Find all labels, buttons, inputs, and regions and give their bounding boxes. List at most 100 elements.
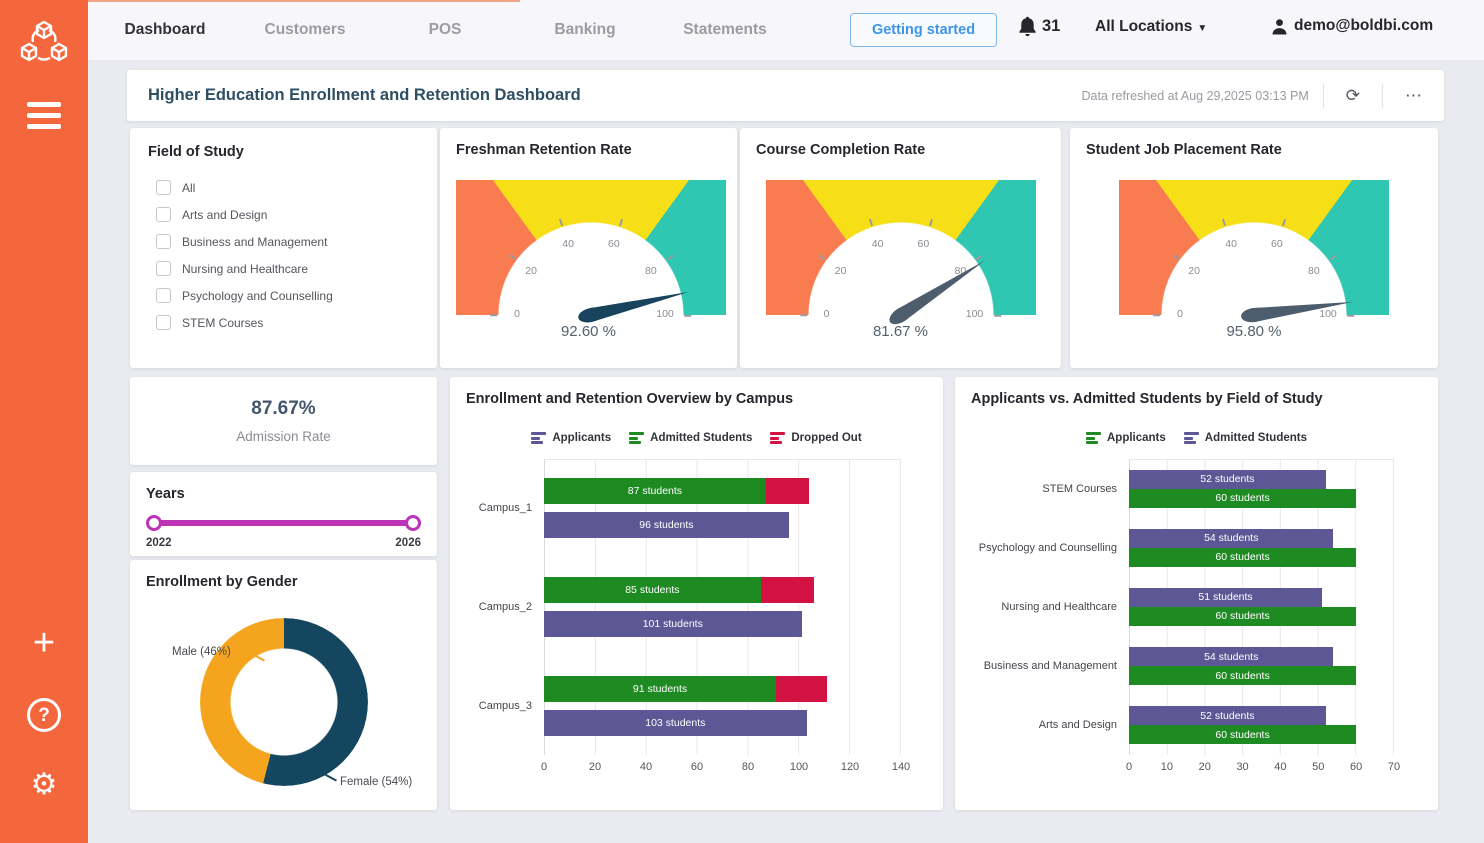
legend-item-applicants[interactable]: Applicants bbox=[1086, 432, 1166, 444]
location-selector[interactable]: All Locations▼ bbox=[1095, 18, 1207, 36]
checkbox[interactable] bbox=[156, 315, 171, 330]
legend-item-admitted-students[interactable]: Admitted Students bbox=[1184, 432, 1307, 444]
bar-admitted-students[interactable]: 52 students bbox=[1129, 470, 1326, 489]
chart-title: Student Job Placement Rate bbox=[1086, 142, 1422, 158]
nav-tab-customers[interactable]: Customers bbox=[235, 0, 375, 60]
slider-title: Years bbox=[146, 486, 421, 502]
checkbox[interactable] bbox=[156, 207, 171, 222]
bar-row: 85 students bbox=[544, 577, 814, 603]
bar-applicants[interactable]: 60 students bbox=[1129, 548, 1356, 567]
gauge-tick bbox=[491, 314, 498, 316]
bar-row: 54 students bbox=[1129, 647, 1333, 666]
bar-value-label: 52 students bbox=[1200, 710, 1254, 722]
bar-admitted-students[interactable]: 51 students bbox=[1129, 588, 1322, 607]
bar-dropped-out[interactable] bbox=[766, 478, 809, 504]
legend-item-dropped-out[interactable]: Dropped Out bbox=[770, 432, 861, 444]
legend-bars-icon bbox=[629, 432, 644, 444]
legend-label: Dropped Out bbox=[791, 432, 861, 444]
nav-tab-pos[interactable]: POS bbox=[375, 0, 515, 60]
bar-applicants[interactable]: 60 students bbox=[1129, 725, 1356, 744]
bar-row: 60 students bbox=[1129, 725, 1356, 744]
bar-admitted-students[interactable]: 85 students bbox=[544, 577, 761, 603]
refresh-icon[interactable]: ⟳ bbox=[1338, 85, 1368, 106]
chart-title: Freshman Retention Rate bbox=[456, 142, 721, 158]
bar-applicants[interactable]: 96 students bbox=[544, 512, 789, 538]
boldbi-logo[interactable] bbox=[0, 16, 88, 73]
checkbox-option-stem-courses[interactable]: STEM Courses bbox=[148, 309, 419, 336]
campus-bar-chart: ApplicantsAdmitted StudentsDropped OutCa… bbox=[466, 429, 927, 775]
slider-track[interactable] bbox=[154, 520, 413, 526]
field-of-study-filter-card: Field of Study AllArts and DesignBusines… bbox=[130, 128, 437, 368]
category-label-arts-and-design: Arts and Design bbox=[971, 696, 1117, 755]
bar-admitted-students[interactable]: 54 students bbox=[1129, 647, 1333, 666]
course-completion-gauge-card: Course Completion Rate 020406080100 81.6… bbox=[740, 128, 1061, 368]
legend-item-applicants[interactable]: Applicants bbox=[531, 432, 611, 444]
add-icon[interactable]: + bbox=[0, 624, 88, 662]
user-email: demo@boldbi.com bbox=[1294, 17, 1433, 35]
bar-row: 60 students bbox=[1129, 489, 1356, 508]
user-menu[interactable]: demo@boldbi.com bbox=[1271, 17, 1433, 35]
bar-value-label: 60 students bbox=[1215, 610, 1269, 622]
gender-donut-chart: Male (46%) Female (54%) bbox=[146, 590, 421, 790]
bar-dropped-out[interactable] bbox=[776, 676, 827, 702]
gauge-tick-label: 20 bbox=[827, 265, 855, 277]
bar-applicants[interactable]: 60 students bbox=[1129, 489, 1356, 508]
bar-admitted-students[interactable]: 87 students bbox=[544, 478, 766, 504]
checkbox-option-all[interactable]: All bbox=[148, 174, 419, 201]
nav-tab-banking[interactable]: Banking bbox=[515, 0, 655, 60]
axis-tick-label: 0 bbox=[541, 761, 547, 773]
donut-ring[interactable] bbox=[200, 618, 368, 786]
nav-tab-dashboard[interactable]: Dashboard bbox=[95, 0, 235, 60]
slider-handle-min[interactable] bbox=[146, 515, 162, 531]
checkbox[interactable] bbox=[156, 180, 171, 195]
axis-tick-label: 120 bbox=[841, 761, 859, 773]
settings-gear-icon[interactable]: ⚙ bbox=[0, 770, 88, 800]
gauge-body: 020406080100 bbox=[456, 180, 726, 315]
bar-admitted-students[interactable]: 52 students bbox=[1129, 706, 1326, 725]
divider bbox=[1323, 84, 1324, 108]
nav-tab-statements[interactable]: Statements bbox=[655, 0, 795, 60]
page: + ? ⚙ DashboardCustomersPOSBankingStatem… bbox=[0, 0, 1484, 843]
checkbox-option-arts-and-design[interactable]: Arts and Design bbox=[148, 201, 419, 228]
bar-row: 52 students bbox=[1129, 470, 1326, 489]
bar-applicants[interactable]: 60 students bbox=[1129, 666, 1356, 685]
bar-admitted-students[interactable]: 54 students bbox=[1129, 529, 1333, 548]
gauge-tick-label: 0 bbox=[503, 308, 531, 320]
legend-item-admitted-students[interactable]: Admitted Students bbox=[629, 432, 752, 444]
bar-applicants[interactable]: 60 students bbox=[1129, 607, 1356, 626]
bar-row: 51 students bbox=[1129, 588, 1322, 607]
axis-tick-label: 70 bbox=[1388, 761, 1400, 773]
checkbox-option-business-and-management[interactable]: Business and Management bbox=[148, 228, 419, 255]
user-icon bbox=[1271, 18, 1288, 35]
axis-tick-label: 40 bbox=[1274, 761, 1286, 773]
gauge-tick-label: 60 bbox=[600, 238, 628, 250]
more-options-icon[interactable]: ⋯ bbox=[1397, 85, 1430, 106]
checkbox[interactable] bbox=[156, 288, 171, 303]
gauge-tick-label: 40 bbox=[1217, 238, 1245, 250]
checkbox[interactable] bbox=[156, 261, 171, 276]
category-label-stem-courses: STEM Courses bbox=[971, 459, 1117, 518]
legend-label: Applicants bbox=[1107, 432, 1166, 444]
legend-bars-icon bbox=[1184, 432, 1199, 444]
notifications-button[interactable]: 31 bbox=[1018, 16, 1060, 37]
help-icon[interactable]: ? bbox=[0, 698, 88, 732]
hamburger-menu-icon[interactable] bbox=[0, 96, 88, 135]
bars-group-psychology-and-counselling: 54 students60 students bbox=[1129, 518, 1394, 577]
checkbox-option-nursing-and-healthcare[interactable]: Nursing and Healthcare bbox=[148, 255, 419, 282]
gauge-course-completion: 020406080100 bbox=[756, 180, 1045, 315]
getting-started-button[interactable]: Getting started bbox=[850, 13, 997, 47]
bars-group-campus-1: 87 students 96 students bbox=[544, 459, 901, 558]
gauge-body: 020406080100 bbox=[1119, 180, 1389, 315]
gauge-tick bbox=[800, 314, 807, 316]
bar-dropped-out[interactable] bbox=[761, 577, 815, 603]
axis-tick-label: 10 bbox=[1161, 761, 1173, 773]
bar-applicants[interactable]: 103 students bbox=[544, 710, 807, 736]
checkbox[interactable] bbox=[156, 234, 171, 249]
slider-handle-max[interactable] bbox=[405, 515, 421, 531]
bar-applicants[interactable]: 101 students bbox=[544, 611, 802, 637]
top-navigation: DashboardCustomersPOSBankingStatements G… bbox=[88, 0, 1484, 60]
app-sidebar: + ? ⚙ bbox=[0, 0, 88, 843]
bar-admitted-students[interactable]: 91 students bbox=[544, 676, 776, 702]
checkbox-option-psychology-and-counselling[interactable]: Psychology and Counselling bbox=[148, 282, 419, 309]
axis-tick-label: 0 bbox=[1126, 761, 1132, 773]
